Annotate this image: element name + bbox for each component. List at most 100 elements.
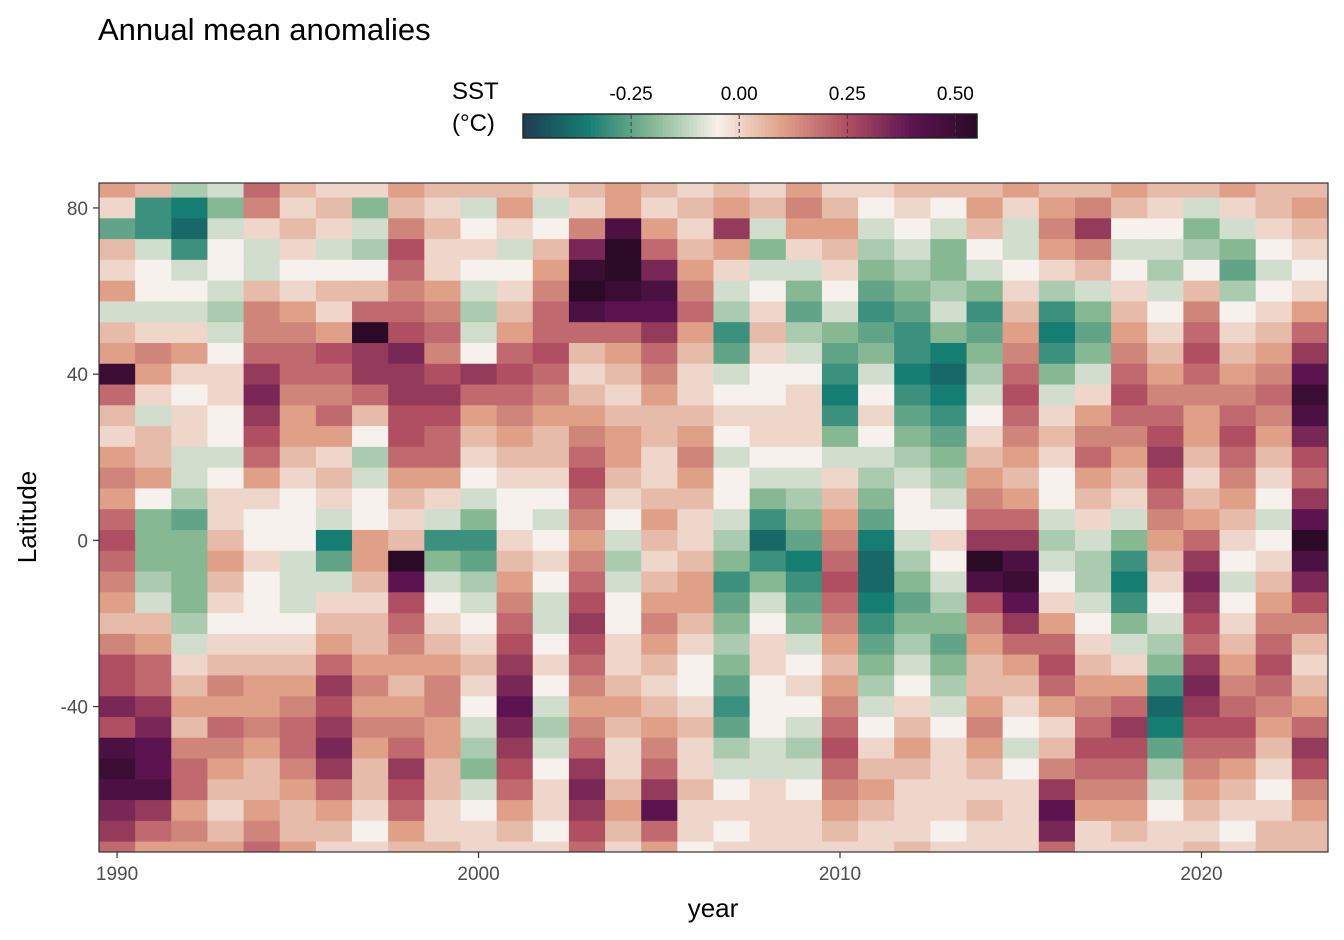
heatmap-cell	[677, 405, 714, 427]
heatmap-cell	[279, 737, 317, 760]
heatmap-cell	[1111, 716, 1148, 739]
heatmap-cell	[713, 426, 751, 448]
heatmap-cell	[315, 613, 353, 635]
heatmap-cell	[352, 820, 389, 843]
heatmap-cell	[568, 363, 606, 386]
heatmap-cell	[1002, 197, 1040, 219]
heatmap-cell	[460, 426, 498, 448]
heatmap-cell	[749, 613, 787, 635]
heatmap-cell	[568, 716, 606, 739]
heatmap-cell	[171, 779, 208, 801]
heatmap-cell	[171, 259, 208, 282]
heatmap-cell	[1111, 675, 1148, 697]
heatmap-cell	[99, 613, 136, 635]
heatmap-cell	[1291, 613, 1329, 635]
heatmap-cell	[1002, 363, 1040, 386]
heatmap-cell	[677, 592, 714, 614]
legend-color-step	[738, 114, 744, 138]
heatmap-cell	[713, 218, 751, 240]
heatmap-cell	[568, 737, 606, 760]
heatmap-cell	[135, 779, 172, 801]
heatmap-cell	[532, 239, 570, 261]
heatmap-cell	[171, 800, 208, 822]
heatmap-cell	[641, 467, 678, 489]
heatmap-cell	[207, 779, 245, 801]
heatmap-cell	[352, 758, 389, 780]
heatmap-cell	[641, 183, 678, 199]
heatmap-cell	[930, 259, 968, 282]
heatmap-cell	[858, 800, 895, 822]
heatmap-cell	[1291, 363, 1329, 386]
heatmap-cell	[243, 779, 281, 801]
heatmap-cell	[713, 509, 751, 531]
heatmap-cell	[605, 197, 642, 219]
heatmap-cell	[1038, 280, 1076, 302]
legend-color-step	[526, 114, 532, 138]
heatmap-cell	[821, 342, 859, 365]
heatmap-cell	[424, 259, 461, 282]
heatmap-cell	[677, 509, 714, 531]
heatmap-cell	[1183, 301, 1221, 323]
heatmap-cell	[966, 820, 1004, 843]
heatmap-cell	[821, 696, 859, 718]
plot-panel-border	[98, 182, 1329, 853]
heatmap-cell	[749, 488, 787, 510]
heatmap-cell	[749, 758, 787, 780]
heatmap-cell	[388, 384, 425, 406]
y-tick-label: 0	[77, 531, 88, 552]
heatmap-cell	[785, 613, 823, 635]
heatmap-cell	[1219, 696, 1257, 718]
heatmap-cell	[1111, 592, 1148, 614]
heatmap-cell	[568, 758, 606, 780]
heatmap-cell	[677, 800, 714, 822]
heatmap-cell	[460, 239, 498, 261]
heatmap-cell	[279, 446, 317, 469]
heatmap-cell	[641, 446, 678, 469]
heatmap-cell	[279, 322, 317, 344]
heatmap-cell	[894, 197, 931, 219]
legend-color-step	[950, 114, 955, 138]
heatmap-cell	[1291, 405, 1329, 427]
heatmap-cell	[1219, 675, 1257, 697]
heatmap-cell	[135, 405, 172, 427]
heatmap-cell	[785, 737, 823, 760]
heatmap-cell	[1074, 571, 1112, 593]
heatmap-cell	[713, 571, 751, 593]
heatmap-cell	[207, 737, 245, 760]
heatmap-cell	[749, 592, 787, 614]
heatmap-cell	[605, 529, 642, 552]
heatmap-cell	[243, 280, 281, 302]
heatmap-cell	[496, 446, 534, 469]
heatmap-cell	[171, 405, 208, 427]
heatmap-cell	[460, 820, 498, 843]
heatmap-cell	[785, 633, 823, 656]
heatmap-cell	[1002, 529, 1040, 552]
heatmap-cell	[460, 779, 498, 801]
legend-color-step	[908, 114, 914, 138]
heatmap-cell	[207, 239, 245, 261]
heatmap-cell	[568, 696, 606, 718]
heatmap-cell	[1183, 363, 1221, 386]
heatmap-cell	[894, 322, 931, 344]
legend-color-step	[575, 114, 581, 138]
heatmap-cell	[1074, 613, 1112, 635]
heatmap-cell	[388, 779, 425, 801]
heatmap-cell	[243, 259, 281, 282]
heatmap-cell	[424, 779, 461, 801]
heatmap-cell	[1255, 488, 1293, 510]
heatmap-cell	[171, 716, 208, 739]
legend-color-step	[829, 114, 834, 138]
heatmap-cell	[568, 613, 606, 635]
heatmap-cell	[496, 529, 534, 552]
heatmap-cell	[1255, 820, 1293, 843]
heatmap-cell	[1291, 467, 1329, 489]
heatmap-cell	[1111, 488, 1148, 510]
heatmap-cell	[568, 183, 606, 199]
heatmap-cell	[568, 592, 606, 614]
heatmap-cell	[315, 529, 353, 552]
heatmap-cell	[1038, 841, 1076, 853]
heatmap-cell	[1219, 322, 1257, 344]
heatmap-cell	[388, 654, 425, 676]
heatmap-cell	[1111, 197, 1148, 219]
heatmap-cell	[1219, 716, 1257, 739]
